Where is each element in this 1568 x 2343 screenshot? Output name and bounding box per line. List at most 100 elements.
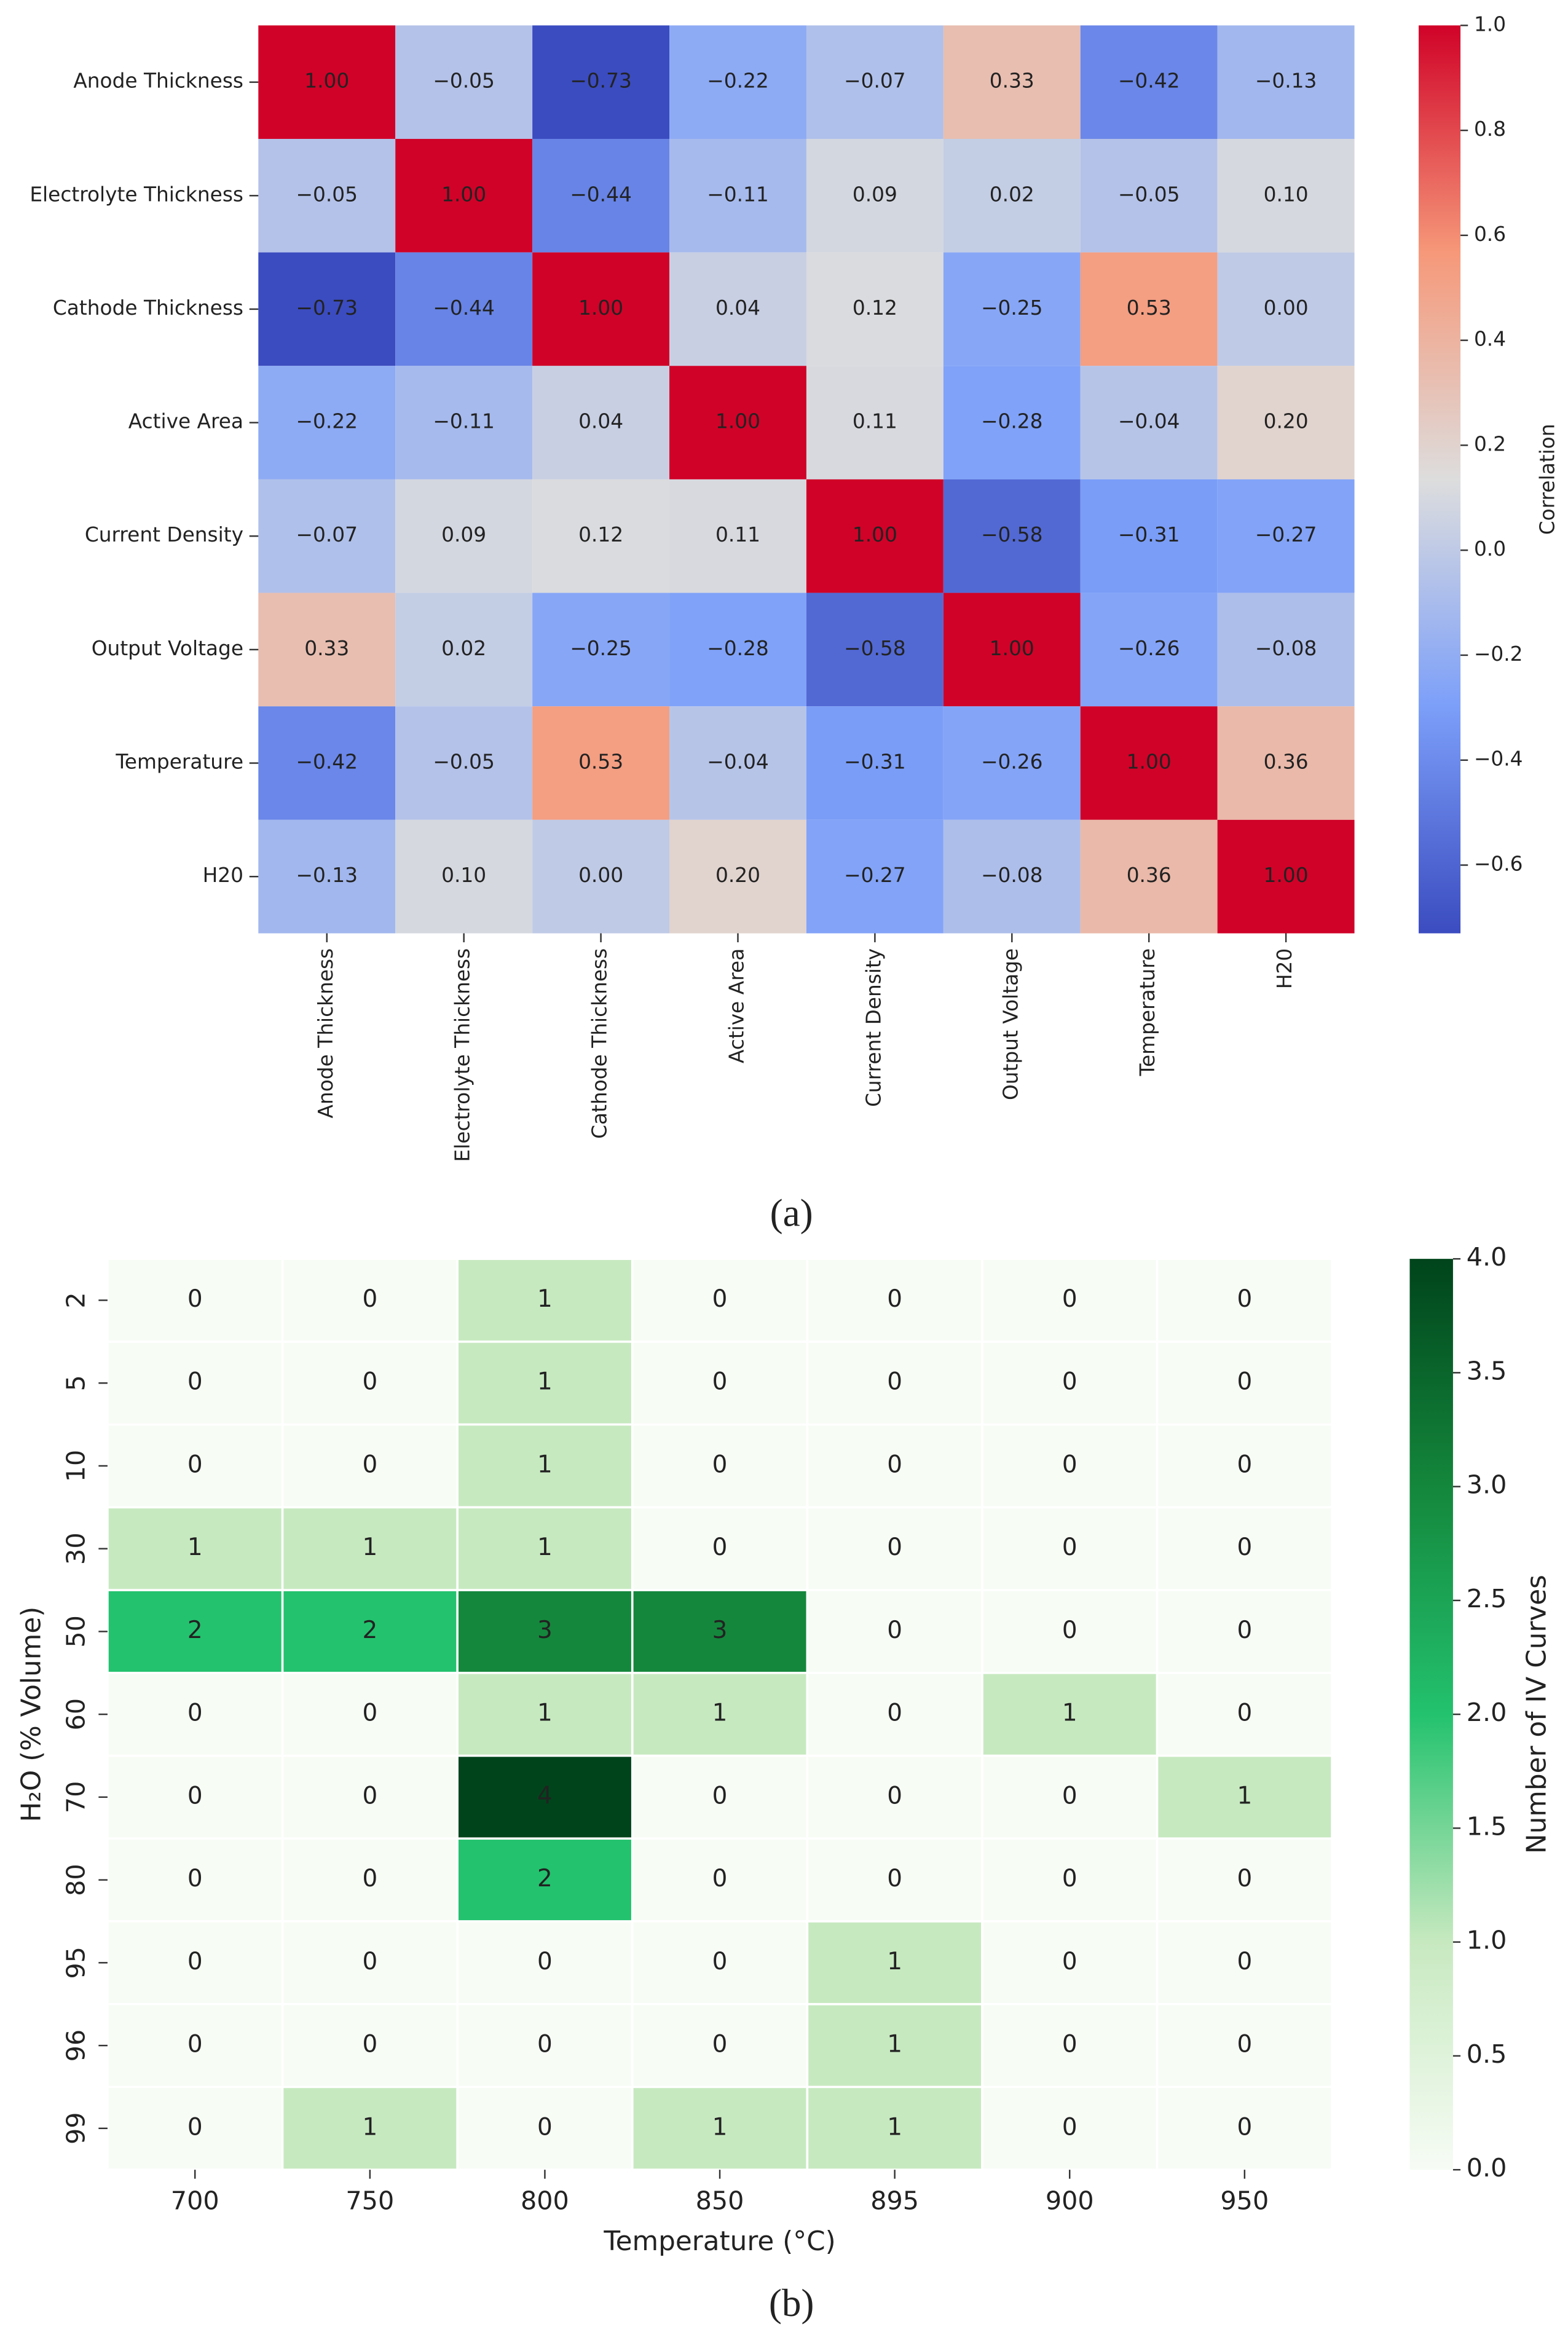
cell	[806, 366, 944, 479]
cell-label: 0	[887, 1534, 902, 1561]
cell-label: −0.31	[1118, 523, 1180, 546]
cell	[943, 479, 1081, 593]
cell	[458, 1840, 631, 1921]
cell	[669, 366, 806, 479]
y-tick-label: Active Area	[128, 410, 243, 433]
x-tick-label: Output Voltage	[999, 948, 1022, 1100]
cell-label: 0.11	[715, 523, 760, 546]
cell-label: 0	[1237, 2113, 1252, 2141]
cell-label: 0.33	[990, 69, 1034, 93]
cell	[806, 252, 944, 366]
cell-label: 0	[187, 1699, 203, 1727]
cell	[808, 1922, 982, 2003]
y-tick-label: 5	[61, 1375, 90, 1391]
cell	[669, 25, 806, 139]
cell	[108, 2005, 282, 2086]
cell	[458, 1757, 631, 1838]
cell-label: −0.58	[844, 637, 905, 660]
cell-label: 0.00	[1264, 296, 1309, 320]
cell-label: −0.05	[296, 183, 358, 206]
cell-label: 1	[537, 1451, 553, 1478]
cell	[458, 1342, 631, 1424]
cell	[258, 479, 396, 593]
cell-label: 0	[1062, 1865, 1078, 1892]
cell	[283, 1757, 457, 1838]
y-tick-label: 50	[61, 1615, 90, 1648]
cell	[806, 706, 944, 820]
cell	[633, 1922, 806, 2003]
cell-label: −0.07	[844, 69, 905, 93]
cell-label: 0.53	[1127, 296, 1172, 320]
cell	[983, 1840, 1156, 1921]
cell	[1158, 1757, 1331, 1838]
cell	[283, 2088, 457, 2169]
cell-label: 0	[1062, 1534, 1078, 1561]
cell-label: 1	[362, 2113, 377, 2141]
colorbar-tick-label: 0.2	[1474, 432, 1506, 455]
cell	[395, 706, 533, 820]
x-tick-label: Electrolyte Thickness	[451, 948, 475, 1162]
cell	[458, 1922, 631, 2003]
cell-label: 0	[187, 1782, 203, 1809]
cell-label: 0.09	[441, 523, 486, 546]
cell-label: −0.42	[1118, 69, 1180, 93]
cell	[108, 1840, 282, 1921]
cell	[808, 2088, 982, 2169]
cell-label: 0	[537, 2031, 553, 2058]
cell	[458, 1508, 631, 1589]
cell	[458, 1425, 631, 1506]
colorbar-tick-label: 1.5	[1467, 1811, 1507, 1841]
cell	[1217, 819, 1355, 934]
cell	[1217, 252, 1355, 366]
cell	[633, 1508, 806, 1589]
cell	[983, 1259, 1156, 1341]
cell-label: −0.44	[433, 296, 494, 320]
cell	[283, 1425, 457, 1506]
y-tick-label: Current Density	[85, 523, 243, 546]
cell	[943, 366, 1081, 479]
cell-label: 0	[362, 1285, 377, 1313]
cell	[808, 1425, 982, 1506]
cell-label: 0	[1237, 1534, 1252, 1561]
cell-label: 0.04	[578, 410, 623, 433]
cell	[983, 1757, 1156, 1838]
x-tick-label: Cathode Thickness	[588, 948, 612, 1139]
colorbar-tick-label: 3.5	[1467, 1356, 1507, 1385]
cell	[532, 706, 670, 820]
cell-label: 0	[712, 1451, 728, 1478]
colorbar-label: Number of IV Curves	[1521, 1575, 1552, 1854]
cell	[669, 819, 806, 934]
cell-label: −0.58	[981, 523, 1042, 546]
cell	[806, 593, 944, 707]
cell-label: 0.12	[853, 296, 897, 320]
cell	[1158, 1840, 1331, 1921]
cell	[532, 479, 670, 593]
cell-label: 1.00	[578, 296, 623, 320]
cell-label: −0.13	[296, 864, 358, 887]
cell-label: 0	[187, 1865, 203, 1892]
cell-label: 2	[362, 1616, 377, 1644]
cell-label: 2	[537, 1865, 553, 1892]
cell-label: −0.73	[296, 296, 358, 320]
cell	[532, 366, 670, 479]
cell	[1080, 593, 1218, 707]
cell	[258, 138, 396, 253]
cell-label: −0.28	[707, 637, 768, 660]
cell-label: 0	[362, 1865, 377, 1892]
cell-label: 0	[362, 1948, 377, 1975]
x-tick-label: 900	[1046, 2186, 1094, 2216]
cell	[806, 479, 944, 593]
cell	[283, 2005, 457, 2086]
cell-label: −0.08	[981, 864, 1042, 887]
cell	[1217, 479, 1355, 593]
cell-label: 0.02	[441, 637, 486, 660]
cell	[458, 1591, 631, 1672]
cell-label: 0	[887, 1865, 902, 1892]
cell-label: 1	[712, 2113, 728, 2141]
colorbar-tick-label: −0.6	[1474, 852, 1523, 875]
cell	[1158, 1425, 1331, 1506]
cell-label: −0.25	[570, 637, 631, 660]
cell	[943, 252, 1081, 366]
cell-label: 0.33	[304, 637, 349, 660]
